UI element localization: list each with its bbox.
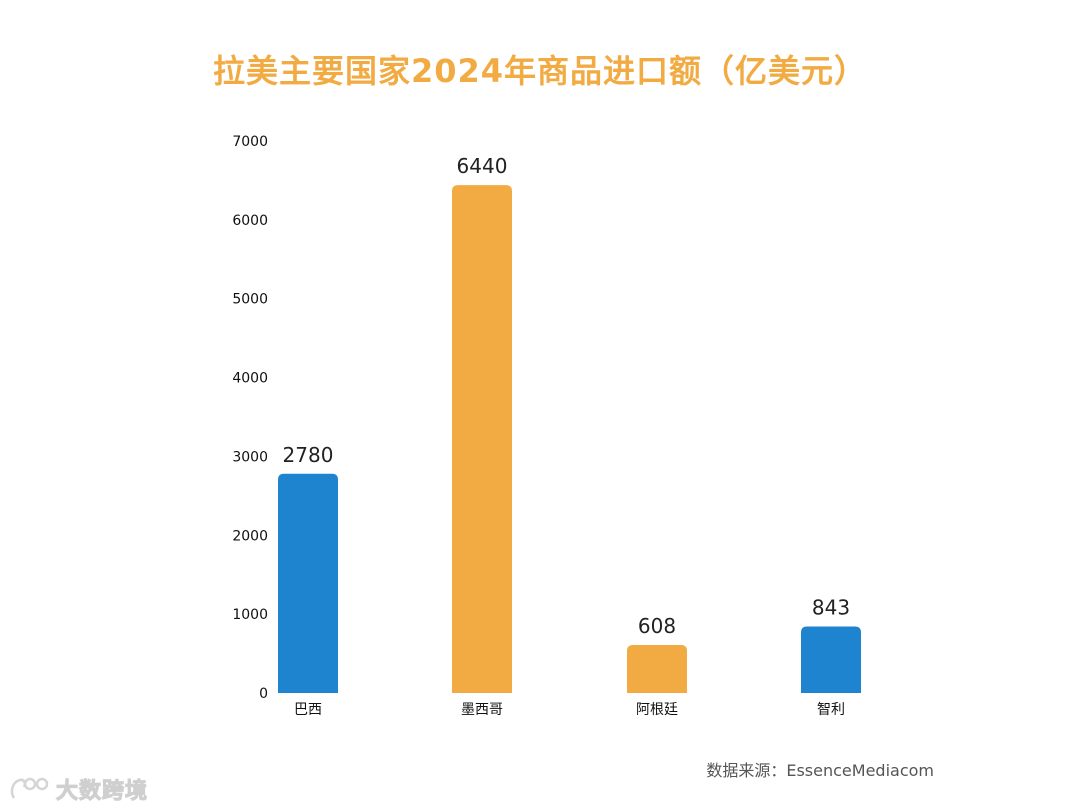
bar-value-label: 6440 xyxy=(457,154,508,178)
chart-title: 拉美主要国家2024年商品进口额（亿美元） xyxy=(212,52,868,90)
bar-value-label: 843 xyxy=(812,596,850,620)
bar-value-label: 2780 xyxy=(283,443,334,467)
bar xyxy=(801,626,861,693)
y-tick-label: 7000 xyxy=(232,134,268,150)
value-labels: 2780 6440 608 843 xyxy=(283,154,851,638)
x-tick-label: 巴西 xyxy=(294,702,322,718)
x-axis: 巴西 墨西哥 阿根廷 智利 xyxy=(294,702,845,718)
bar-value-label: 608 xyxy=(638,614,676,638)
y-tick-label: 3000 xyxy=(232,449,268,465)
bar xyxy=(627,645,687,693)
y-tick-label: 0 xyxy=(259,686,268,702)
x-tick-label: 智利 xyxy=(817,702,845,718)
y-tick-label: 5000 xyxy=(232,292,268,308)
source-note: 数据来源：EssenceMediacom xyxy=(706,761,934,780)
bigdata-logo-icon xyxy=(10,777,49,799)
x-tick-label: 墨西哥 xyxy=(461,702,503,718)
x-tick-label: 阿根廷 xyxy=(636,702,678,718)
watermark-text: 大数跨境 xyxy=(55,779,149,805)
y-tick-label: 4000 xyxy=(232,371,268,387)
y-tick-label: 1000 xyxy=(232,607,268,623)
y-tick-label: 2000 xyxy=(232,528,268,544)
y-tick-label: 6000 xyxy=(232,213,268,229)
bars xyxy=(278,185,861,693)
bar xyxy=(452,185,512,693)
bar xyxy=(278,473,338,693)
watermark: 大数跨境 xyxy=(8,772,148,806)
y-axis: 0 1000 2000 3000 4000 5000 6000 7000 xyxy=(232,134,268,702)
